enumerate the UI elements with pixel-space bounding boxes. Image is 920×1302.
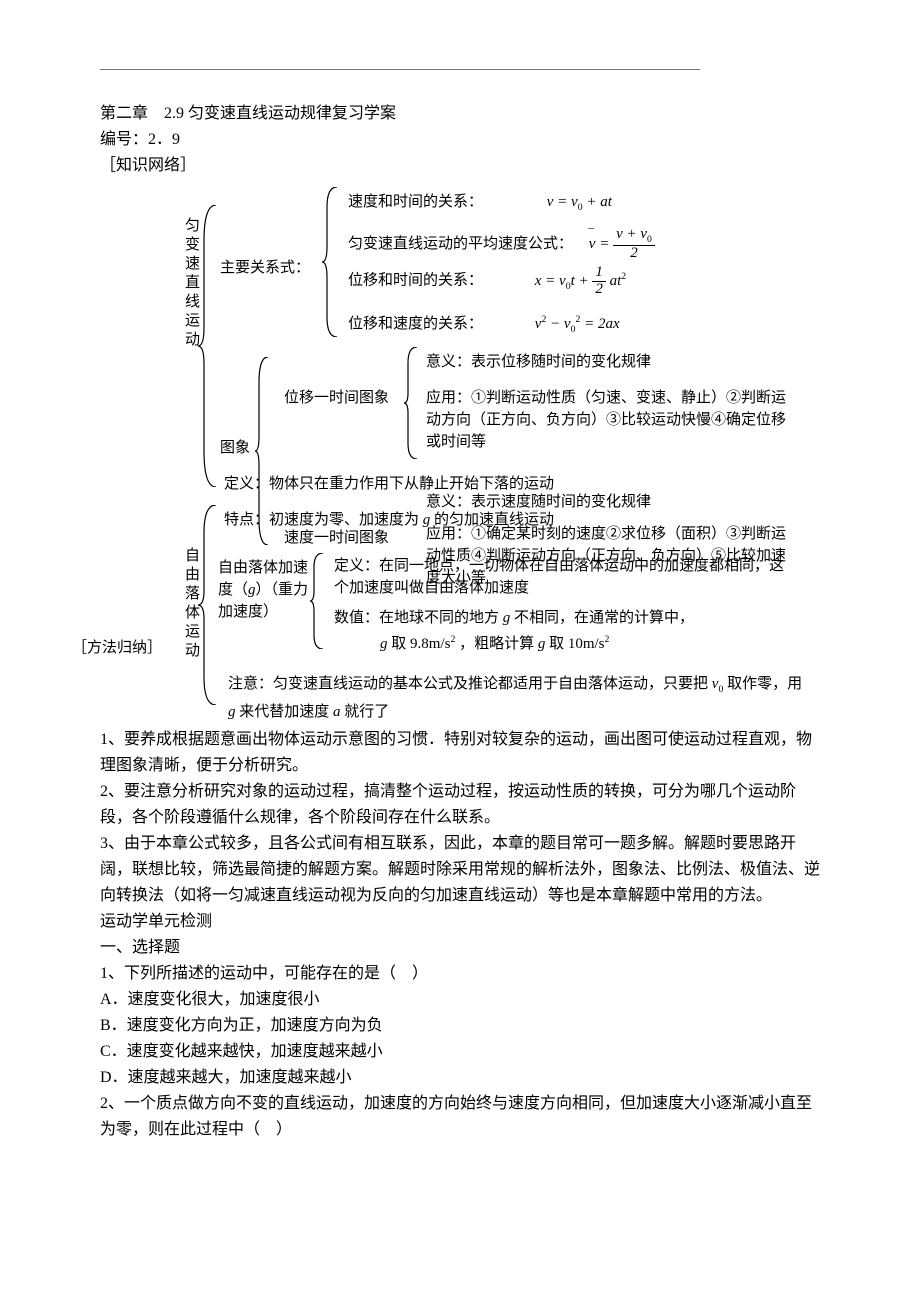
freefall-feature-post: 的匀加速直线运动 [434, 512, 554, 528]
q1-a: A．速度变化很大，加速度很小 [100, 987, 820, 1013]
method-label: ［方法归纳］ [72, 637, 162, 659]
unit-test-title: 运动学单元检测 [100, 909, 820, 935]
knowledge-diagram: 匀变速直线运动 自由落体运动 主要关系式： 速度和时间的关系： v = v0 +… [100, 187, 820, 727]
main-relation-label: 主要关系式： [220, 257, 310, 279]
q1-c: C．速度变化越来越快，加速度越来越小 [100, 1039, 820, 1065]
sup2a: 2 [450, 634, 455, 645]
section-choice-title: 一、选择题 [100, 935, 820, 961]
method-p2: 2、要注意分析研究对象的运动过程，搞清整个运动过程，按运动性质的转换，可分为哪几… [100, 779, 820, 831]
formula-xv: v2 − v02 = 2ax [535, 316, 620, 332]
formula-vt: v = v0 + at [547, 194, 612, 210]
rel-vt-label: 速度和时间的关系： [348, 194, 483, 210]
g-symbol-4: g [538, 636, 549, 652]
q1-b: B．速度变化方向为正，加速度方向为负 [100, 1013, 820, 1039]
g-value-l2c: 取 10m/s [549, 636, 604, 652]
q1-stem: 1、下列所描述的运动中，可能存在的是（ ） [100, 961, 820, 987]
g-value-pre: 数值：在地球不同的地方 [334, 610, 499, 626]
formula-xt: x = v0t + 12 at2 [535, 273, 626, 289]
g-symbol-3: g [380, 636, 391, 652]
g-block-label: 自由落体加速度（g）（重力加速度） [218, 557, 310, 623]
g-value-mid: 不相同，在通常的计算中， [514, 610, 694, 626]
q1-d: D．速度越来越大，加速度越来越小 [100, 1065, 820, 1091]
g-value-l2b: ，粗略计算 [459, 636, 534, 652]
rel-xt-label: 位移和时间的关系： [348, 273, 483, 289]
g-def: 定义：在同一地点，一切物体在自由落体运动中的加速度都相同，这个加速度叫做自由落体… [334, 555, 794, 599]
top-rule: ________________________________________… [100, 60, 820, 71]
formula-avg: v‾ = v + v02 [589, 236, 655, 252]
freefall-feature-pre: 特点：初速度为零、加速度为 [224, 512, 419, 528]
freefall-note: 注意：匀变速直线运动的基本公式及推论都适用于自由落体运动，只要把 v0 取作零，… [228, 673, 808, 723]
rel-avg-label: 匀变速直线运动的平均速度公式： [348, 236, 573, 252]
q2-stem: 2、一个质点做方向不变的直线运动，加速度的方向始终与速度方向相同，但加速度大小逐… [100, 1091, 820, 1143]
method-p3: 3、由于本章公式较多，且各公式间有相互联系，因此，本章的题目常可一题多解。解题时… [100, 831, 820, 909]
method-p1: 1、要养成根据题意画出物体运动示意图的习惯．特别对较复杂的运动，画出图可使运动过… [100, 727, 820, 779]
doc-number: 编号：2．9 [100, 127, 820, 153]
g-symbol-2: g [503, 610, 514, 626]
tuxiang-label: 图象 [220, 437, 250, 459]
sup2b: 2 [605, 634, 610, 645]
rel-xv-label: 位移和速度的关系： [348, 316, 483, 332]
xt-meaning: 意义：表示位移随时间的变化规律 [426, 351, 651, 373]
xt-graph-label: 位移一时间图象 [284, 387, 389, 409]
knowledge-net-label: ［知识网络］ [100, 153, 820, 179]
g-value-l2a: 取 9.8m/s [391, 636, 450, 652]
g-symbol-1: g [423, 512, 434, 528]
chapter-title: 第二章 2.9 匀变速直线运动规律复习学案 [100, 101, 820, 127]
xt-apply: 应用：①判断运动性质（匀速、变速、静止）②判断运动方向（正方向、负方向）③比较运… [426, 387, 796, 453]
freefall-def: 定义：物体只在重力作用下从静止开始下落的运动 [224, 473, 554, 495]
